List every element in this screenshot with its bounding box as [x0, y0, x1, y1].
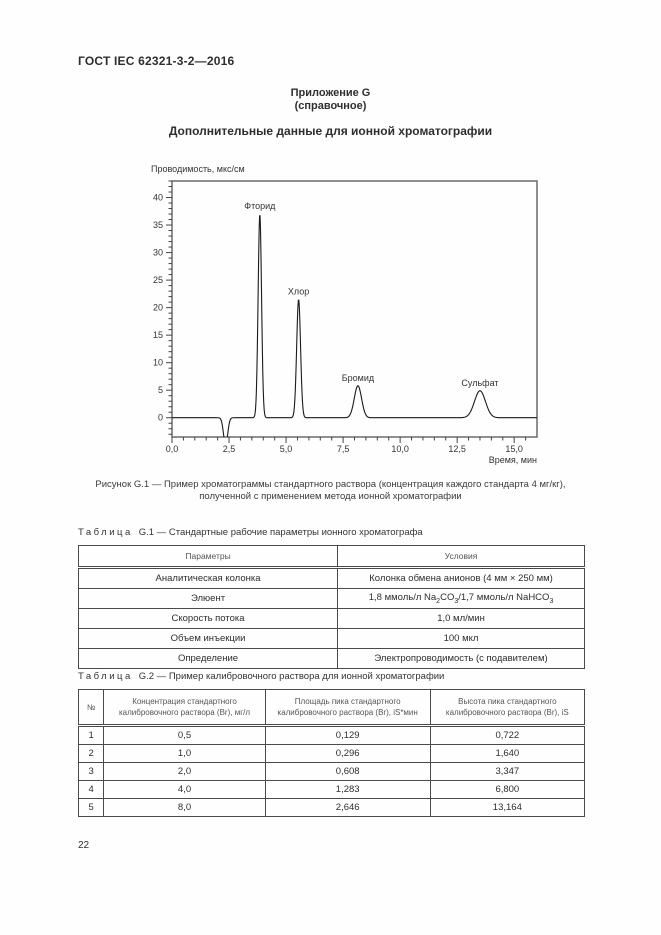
table-row: Элюент 1,8 ммоль/л Na2CO3/1,7 ммоль/л NaH… [77, 588, 585, 609]
y-tick-label: 20 [153, 303, 163, 313]
table-cell: 2,0 [103, 762, 266, 781]
figure-caption-line1: Рисунок G.1 — Пример хроматограммы станд… [95, 479, 566, 490]
peak-label: Фторид [244, 201, 276, 211]
table-cell: 4,0 [103, 780, 266, 799]
table-g1-caption: Таблица G.1 — Стандартные рабочие парамет… [78, 527, 423, 538]
peak-label: Бромид [342, 373, 375, 383]
table-row: 2 1,0 0,296 1,640 [77, 744, 586, 763]
column-header: Концентрация стандартного калибровочного… [103, 689, 266, 727]
table-cell: 100 мкл [337, 628, 585, 649]
y-tick-label: 15 [153, 330, 163, 340]
table-row: 5 8,0 2,646 13,164 [77, 798, 586, 817]
appendix-heading: Приложение G (справочное) [0, 87, 661, 113]
x-tick-label: 5,0 [280, 444, 293, 454]
y-tick-label: 35 [153, 220, 163, 230]
table-cell: 0,5 [103, 725, 266, 745]
table-cell: 5 [77, 798, 105, 817]
table-g1-caption-text: G.1 — Стандартные рабочие параметры ионн… [138, 527, 423, 538]
peak-label: Хлор [288, 286, 309, 296]
table-row: Скорость потока 1,0 мл/мин [77, 608, 585, 629]
x-tick-label: 7,5 [337, 444, 350, 454]
y-tick-label: 30 [153, 248, 163, 258]
table-cell: 4 [77, 780, 105, 799]
table-cell: 3 [77, 762, 105, 781]
table-cell: 8,0 [103, 798, 266, 817]
table-row: Объем инъекции 100 мкл [77, 628, 585, 649]
table-cell: 0,722 [429, 725, 586, 745]
table-cell: 1 [77, 725, 105, 745]
table-cell: 2,646 [264, 798, 431, 817]
appendix-type: (справочное) [294, 100, 367, 112]
table-row: 1 0,5 0,129 0,722 [77, 725, 586, 745]
chromatogram-chart: Проводимость, мкс/см 0 5 10 15 20 25 30 35 40 0,0 2… [151, 164, 538, 465]
table-cell: 0,296 [264, 744, 431, 763]
table-cell: 1,8 ммоль/л Na2CO3/1,7 ммоль/л NaHCO3 [337, 588, 585, 609]
table-row: 3 2,0 0,608 3,347 [77, 762, 586, 781]
x-tick-label: 10,0 [391, 444, 409, 454]
table-cell: 6,800 [429, 780, 586, 799]
chromatogram-curve [172, 215, 537, 437]
y-tick-label: 40 [153, 193, 163, 203]
table-row: 4 4,0 1,283 6,800 [77, 780, 586, 799]
table-g1-caption-word: Таблица [78, 527, 133, 538]
table-cell: 1,0 мл/мин [337, 608, 585, 629]
page-number: 22 [78, 840, 90, 851]
column-header: № [77, 689, 105, 727]
peak-label: Сульфат [461, 378, 498, 388]
column-header: Площадь пика стандартного калибровочного… [264, 689, 431, 727]
column-header: Условия [337, 545, 585, 569]
table-cell: 0,129 [264, 725, 431, 745]
table-cell: 0,608 [264, 762, 431, 781]
x-tick-label: 12,5 [448, 444, 466, 454]
x-tick-label: 15,0 [505, 444, 523, 454]
table-cell: 1,0 [103, 744, 266, 763]
column-header: Высота пика стандартного калибровочного … [429, 689, 586, 727]
table-cell: Определение [77, 648, 339, 669]
x-tick-label: 0,0 [166, 444, 179, 454]
table-cell: 13,164 [429, 798, 586, 817]
y-tick-label: 0 [158, 413, 163, 423]
table-cell: 2 [77, 744, 105, 763]
table-cell: Колонка обмена анионов (4 мм × 250 мм) [337, 567, 585, 589]
table-cell: Аналитическая колонка [77, 567, 339, 589]
y-axis-label: Проводимость, мкс/см [151, 164, 245, 174]
table-row: Аналитическая колонка Колонка обмена анио… [77, 567, 585, 589]
y-tick-label: 5 [158, 385, 163, 395]
table-g2-caption: Таблица G.2 — Пример калибровочного раств… [78, 671, 444, 682]
column-header: Параметры [77, 545, 339, 569]
calibration-table: № Концентрация стандартного калибровочног… [77, 689, 586, 817]
table-header-row: № Концентрация стандартного калибровочног… [77, 689, 586, 727]
x-axis-label: Время, мин [489, 455, 537, 465]
figure-caption-line2: полученной с применением метода ионной х… [199, 491, 462, 502]
appendix-label: Приложение G [290, 87, 371, 99]
table-cell: Скорость потока [77, 608, 339, 629]
table-g2-caption-word: Таблица [78, 671, 133, 682]
table-g2-caption-text: G.2 — Пример калибровочного раствора для… [138, 671, 445, 682]
table-cell: Электропроводимость (с подавителем) [337, 648, 585, 669]
x-tick-label: 2,5 [223, 444, 236, 454]
document-header: ГОСТ IEC 62321-3-2—2016 [78, 54, 235, 68]
table-cell: 3,347 [429, 762, 586, 781]
y-tick-label: 10 [153, 358, 163, 368]
table-cell: Элюент [77, 588, 339, 609]
y-tick-label: 25 [153, 275, 163, 285]
table-header-row: Параметры Условия [77, 545, 585, 569]
table-row: Определение Электропроводимость (с подави… [77, 648, 585, 669]
section-title: Дополнительные данные для ионной хромато… [168, 124, 493, 138]
table-cell: 1,283 [264, 780, 431, 799]
parameters-table: Параметры Условия Аналитическая колонка Кол… [77, 545, 585, 669]
table-cell: 1,640 [429, 744, 586, 763]
table-cell: Объем инъекции [77, 628, 339, 649]
figure-caption: Рисунок G.1 — Пример хроматограммы станд… [60, 479, 601, 503]
